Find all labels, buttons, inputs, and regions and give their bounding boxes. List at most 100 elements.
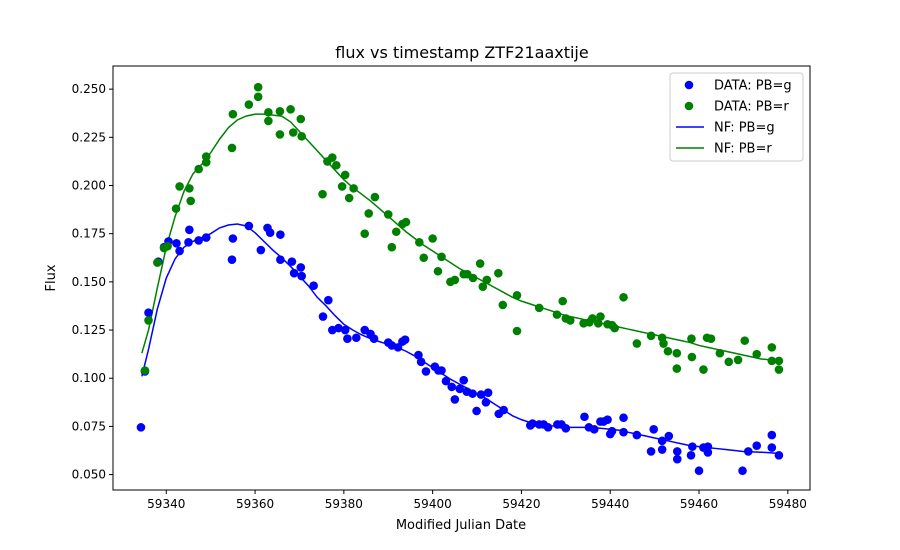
data-point-0-58	[499, 405, 508, 415]
data-point-0-10	[194, 236, 203, 245]
data-point-1-67	[596, 312, 605, 321]
axes-frame	[112, 65, 811, 491]
data-point-1-1	[144, 316, 153, 325]
data-point-0-79	[649, 424, 659, 434]
data-point-0-22	[296, 263, 306, 272]
data-point-0-76	[619, 427, 628, 437]
data-point-0-11	[201, 233, 211, 242]
data-point-1-78	[672, 348, 682, 358]
data-point-0-52	[468, 389, 477, 398]
data-point-1-86	[733, 355, 743, 365]
data-point-1-81	[699, 365, 708, 374]
data-point-0-42	[421, 367, 431, 376]
data-point-1-55	[498, 300, 508, 310]
legend-box	[669, 72, 804, 162]
data-point-1-17	[264, 107, 273, 117]
data-point-0-24	[309, 281, 318, 291]
data-point-1-20	[275, 130, 285, 139]
data-point-0-53	[472, 406, 481, 416]
data-point-1-56	[512, 291, 522, 300]
data-point-0-87	[694, 466, 704, 476]
data-point-1-40	[401, 217, 411, 227]
data-point-0-14	[244, 221, 254, 231]
data-point-1-84	[715, 348, 725, 358]
data-point-1-58	[534, 303, 544, 313]
data-point-1-70	[610, 323, 619, 333]
data-point-1-92	[774, 365, 784, 374]
data-point-1-4	[163, 241, 172, 251]
data-point-0-23	[297, 271, 306, 281]
data-point-0-84	[672, 447, 682, 456]
data-point-0-40	[414, 350, 423, 360]
y-tick-label: 0.200	[72, 178, 106, 192]
data-point-1-50	[468, 273, 478, 283]
data-point-1-2	[153, 258, 162, 267]
data-point-1-41	[415, 238, 424, 247]
y-tick-label: 0.225	[72, 130, 106, 144]
data-point-0-69	[589, 424, 599, 434]
data-point-1-87	[740, 336, 750, 345]
data-point-1-36	[383, 210, 393, 219]
data-point-1-37	[387, 242, 397, 252]
data-point-1-47	[450, 275, 460, 285]
data-point-1-51	[475, 259, 485, 268]
data-point-0-34	[369, 334, 379, 344]
legend-label: NF: PB=r	[714, 142, 772, 157]
data-point-1-21	[286, 105, 295, 114]
data-point-0-20	[287, 257, 297, 266]
data-point-1-72	[632, 339, 642, 348]
plot-area	[136, 82, 784, 476]
data-point-1-77	[672, 364, 682, 373]
data-point-1-89	[767, 343, 777, 352]
data-point-1-30	[340, 170, 350, 180]
legend-label: NF: PB=g	[714, 121, 775, 136]
x-tick-label: 59420	[502, 497, 540, 511]
data-point-1-16	[253, 92, 263, 102]
data-point-1-52	[478, 282, 488, 291]
data-point-0-93	[752, 441, 762, 450]
data-point-0-55	[481, 398, 491, 407]
data-point-0-50	[459, 375, 469, 385]
data-point-1-90	[767, 356, 777, 366]
data-point-0-19	[276, 255, 285, 264]
legend-label: DATA: PB=r	[714, 100, 789, 115]
data-point-1-53	[482, 275, 492, 285]
data-point-0-25	[318, 312, 328, 321]
x-tick-label: 59380	[325, 497, 363, 511]
chart-title: flux vs timestamp ZTF21aaxtije	[335, 43, 588, 62]
data-point-0-80	[657, 436, 667, 446]
data-point-0-96	[774, 451, 784, 460]
data-point-1-42	[419, 253, 429, 263]
data-point-0-54	[476, 390, 486, 399]
data-point-1-6	[175, 182, 184, 191]
data-point-1-83	[706, 334, 716, 344]
data-point-1-44	[433, 266, 443, 276]
data-point-1-8	[186, 196, 195, 206]
data-point-1-73	[646, 331, 656, 341]
data-point-1-27	[328, 153, 337, 162]
data-point-1-5	[171, 204, 181, 213]
data-point-1-7	[185, 184, 194, 193]
data-point-0-75	[619, 413, 628, 423]
data-point-0-49	[455, 384, 465, 394]
x-tick-label: 59360	[236, 497, 274, 511]
data-point-0-26	[324, 295, 333, 305]
data-point-1-57	[512, 326, 522, 336]
data-point-1-88	[752, 349, 762, 359]
data-point-1-9	[194, 164, 203, 174]
data-point-0-28	[334, 323, 343, 333]
x-tick-label: 59400	[414, 497, 452, 511]
data-point-1-66	[593, 318, 603, 328]
data-point-0-21	[289, 268, 299, 278]
data-point-0-86	[686, 451, 696, 460]
data-point-1-79	[687, 334, 696, 344]
data-point-1-19	[275, 106, 285, 116]
y-tick-label: 0.175	[72, 227, 106, 241]
data-point-1-54	[494, 268, 503, 278]
data-point-0-15	[256, 245, 266, 255]
data-point-1-33	[360, 229, 370, 238]
data-point-0-47	[447, 382, 457, 392]
data-point-0-67	[580, 412, 589, 422]
data-point-0-13	[227, 255, 237, 264]
